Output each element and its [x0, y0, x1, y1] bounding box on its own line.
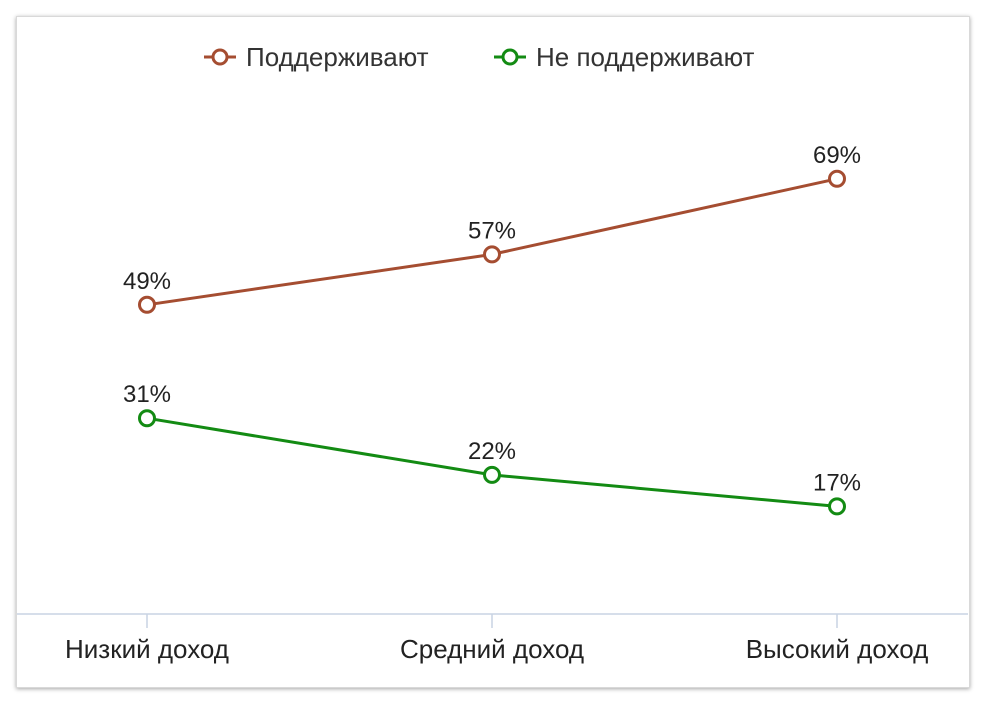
legend-marker-oppose: [501, 48, 519, 66]
data-label: 69%: [813, 142, 861, 169]
x-tick-label: Низкий доход: [65, 634, 229, 664]
series-group: 49% 57% 69% 31% 22% 17%: [123, 142, 861, 516]
legend-label-oppose: Не поддерживают: [536, 42, 755, 72]
data-label: 17%: [813, 469, 861, 496]
legend: Поддерживают Не поддерживают: [204, 42, 755, 72]
x-tick-label: Средний доход: [400, 634, 584, 664]
x-axis-labels: Низкий доход Средний доход Высокий доход: [65, 634, 928, 664]
legend-label-support: Поддерживают: [246, 42, 429, 72]
legend-marker-support: [211, 48, 229, 66]
chart-card: [16, 16, 970, 688]
data-label: 31%: [123, 381, 171, 408]
data-point: [828, 497, 846, 516]
data-point: [828, 169, 846, 188]
data-label: 22%: [468, 438, 516, 465]
legend-item-support: Поддерживают: [204, 42, 429, 72]
x-tick-label: Высокий доход: [746, 634, 929, 664]
data-point: [138, 409, 156, 428]
series-0: 49% 57% 69%: [123, 142, 861, 314]
data-label: 57%: [468, 217, 516, 244]
legend-item-oppose: Не поддерживают: [494, 42, 755, 72]
data-point: [483, 245, 501, 264]
x-axis-ticks: [146, 614, 838, 628]
data-point: [483, 465, 501, 484]
data-point: [138, 295, 156, 314]
series-1: 31% 22% 17%: [123, 381, 861, 516]
data-label: 49%: [123, 268, 171, 295]
